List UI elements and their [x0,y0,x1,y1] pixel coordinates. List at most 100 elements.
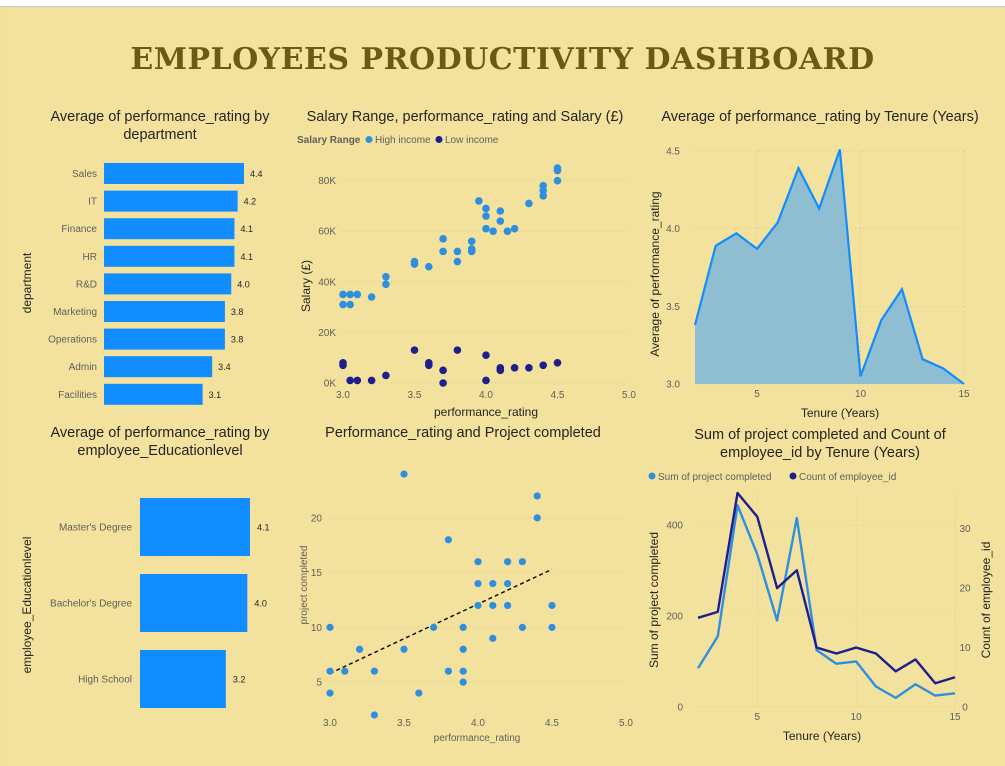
ribbon-bar [0,0,1005,7]
salary-point-high-income [503,227,512,236]
salary-x-tick-label: 3.5 [408,390,422,401]
dept-bar-operations [104,328,225,350]
salary-point-high-income [382,280,390,289]
salary-point-high-income [467,237,476,246]
tenure-lines-chart[interactable]: Sum of project completed Count of employ… [640,460,1005,750]
education-category-label-bachelor-s-degree: Bachelor's Degree [50,599,132,610]
projects-point [430,623,438,631]
salary-point-high-income [475,197,483,205]
salary-y-tick-label: 20K [318,328,336,339]
tenure-area-fill [695,149,964,384]
projects-point [504,579,512,588]
salary-chart-title: Salary Range, performance_rating and Sal… [306,109,624,125]
area-y-tick-label: 4.0 [666,224,680,235]
projects-point [474,579,482,588]
dept-value-label-r-d: 4.0 [237,279,250,289]
education-value-label-bachelor-s-degree: 4.0 [254,599,267,609]
projects-trend-line [329,568,553,675]
education-bar-master-s-degree [140,498,250,556]
projects-point [370,667,378,675]
legend-marker-count-employees [789,472,797,480]
salary-y-axis-label: Salary (£) [299,260,313,312]
salary-y-tick-label: 40K [318,277,336,288]
projects-point [459,623,467,631]
salary-point-high-income [453,257,462,266]
projects-point [518,558,526,566]
projects-point [548,601,556,610]
tenure-area-chart-title: Average of performance_rating by Tenure … [661,109,979,125]
legend-marker-sum-projects [648,472,656,480]
dept-bar-chart[interactable]: department Sales 4.4 IT 4.2 Finance 4.1 HR 4.1 R… [0,150,300,415]
dept-category-label-facilities: Facilities [58,390,97,401]
area-x-axis-label: Tenure (Years) [801,406,879,420]
salary-legend-title: Salary Range [297,135,361,146]
lines-y-tick-label: 400 [666,520,683,531]
legend-label-count-employees: Count of employee_id [799,472,896,483]
projects-point [444,667,452,675]
tenure-lines-chart-title: Sum of project completed and Count of em… [694,427,946,461]
salary-point-low-income [482,351,490,359]
projects-point [326,623,334,631]
salary-point-low-income [439,379,447,387]
salary-point-high-income [510,224,519,233]
salary-scatter-chart[interactable]: Salary Range High income Low income 0K 20… [290,128,640,423]
salary-point-low-income [439,366,447,375]
projects-point [459,645,467,653]
projects-point [400,645,408,653]
salary-point-low-income [339,361,347,370]
dept-category-label-marketing: Marketing [53,307,97,318]
projects-x-tick-label: 3.0 [323,718,337,729]
projects-x-tick-label: 4.5 [545,718,559,729]
area-y-tick-label: 3.0 [666,380,680,391]
projects-point [548,623,556,631]
dept-bar-finance [104,218,235,240]
lines-y2-tick-label: 0 [962,703,968,714]
dept-bar-hr [104,245,235,267]
projects-point [326,689,334,697]
salary-x-tick-label: 4.5 [551,390,565,401]
education-bar-high-school [140,650,226,708]
salary-x-tick-label: 4.0 [479,390,493,401]
projects-point [474,601,482,610]
salary-point-high-income [339,290,347,299]
education-value-label-high-school: 3.2 [233,675,246,685]
projects-point [444,536,452,544]
projects-point [474,558,482,566]
lines-y-tick-label: 200 [666,611,683,622]
projects-y-tick-label: 10 [311,623,323,634]
area-y-tick-label: 4.5 [666,147,680,158]
education-category-label-master-s-degree: Master's Degree [59,523,132,534]
dept-category-label-admin: Admin [69,362,97,373]
salary-point-high-income [425,262,433,271]
education-bar-chart[interactable]: employee_Educationlevel Master's Degree 4… [0,470,300,720]
salary-point-high-income [346,290,354,299]
projects-y-tick-label: 20 [311,513,323,524]
projects-point [370,711,378,719]
tenure-area-line [693,149,965,385]
lines-x-tick-label: 15 [949,712,961,723]
salary-x-tick-label: 3.0 [336,390,350,401]
lines-x-tick-label: 5 [755,712,761,723]
salary-point-low-income [382,371,390,380]
education-y-axis-label: employee_Educationlevel [20,537,34,674]
lines-y2-tick-label: 30 [959,524,971,535]
salary-y-tick-label: 0K [324,379,337,390]
salary-point-low-income [525,364,533,372]
projects-scatter-chart[interactable]: 5 10 15 20 3.0 3.5 4.0 4.5 5.0 performance_rating… [290,445,640,750]
salary-point-high-income [482,212,490,220]
salary-point-low-income [410,346,419,354]
projects-point [489,579,497,588]
tenure-area-chart[interactable]: 3.0 3.5 4.0 4.5 5 10 15 Tenure (Years) Average o… [640,130,1000,422]
dept-bar-sales [104,163,244,184]
projects-point [489,634,497,642]
dept-bar-admin [104,356,213,378]
line-series-count-of-employee-id [697,491,956,685]
lines-y2-tick-label: 20 [959,584,971,595]
salary-point-high-income [410,260,419,268]
projects-x-tick-label: 3.5 [397,718,411,729]
salary-point-low-income [553,358,562,367]
salary-x-tick-label: 5.0 [622,390,636,401]
projects-chart-title: Performance_rating and Project completed [325,425,601,441]
projects-point [341,667,349,675]
area-y-axis-label: Average of performance_rating [648,191,662,356]
